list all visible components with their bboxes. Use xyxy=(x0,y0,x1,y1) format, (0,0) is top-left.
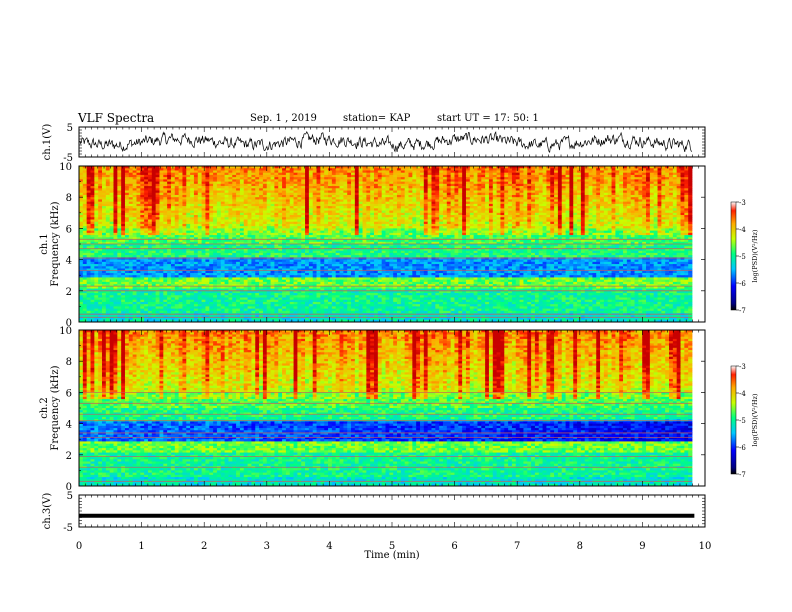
spectrogram-1 xyxy=(79,166,705,322)
ch1-series-line xyxy=(80,132,692,152)
waveform-ylabel-1: ch.1(V) xyxy=(42,124,53,161)
vlf-figure: 5-5ch.1(V)0246810ch.1Frequency (kHz) -3-4… xyxy=(0,0,792,612)
y-tick-label: 5 xyxy=(67,123,73,134)
